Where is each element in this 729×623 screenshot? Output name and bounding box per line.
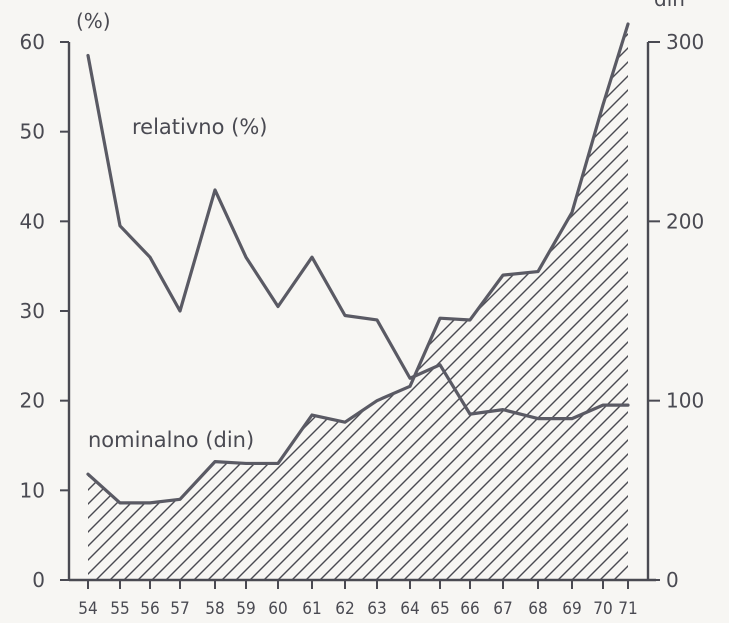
hatch-stroke xyxy=(307,24,628,581)
x-tick-label: 59 xyxy=(236,599,255,619)
hatch-stroke xyxy=(391,24,628,581)
hatch-stroke xyxy=(88,24,537,581)
hatch-stroke xyxy=(630,0,729,620)
hatch-stroke xyxy=(377,24,628,581)
x-tick-label: 65 xyxy=(430,599,449,619)
hatch-stroke xyxy=(419,24,628,581)
right-tick-label: 0 xyxy=(666,568,679,592)
nominal-series-label: nominalno (din) xyxy=(88,428,254,452)
hatch-stroke xyxy=(503,24,628,581)
hatch-stroke xyxy=(405,24,628,581)
hatch-stroke xyxy=(88,24,593,581)
hatch-stroke xyxy=(517,24,628,581)
hatch-stroke xyxy=(88,24,369,581)
hatch-stroke xyxy=(139,24,628,581)
hatch-stroke xyxy=(125,24,628,581)
x-tick-label: 54 xyxy=(78,599,97,619)
left-tick-label: 0 xyxy=(32,568,45,592)
hatch-stroke xyxy=(88,24,397,581)
left-tick-label: 30 xyxy=(20,299,45,323)
right-y-ticks: 0 100 200 300 xyxy=(648,30,704,592)
hatch-stroke xyxy=(489,24,628,581)
hatch-stroke xyxy=(181,24,628,581)
x-tick-label: 62 xyxy=(335,599,354,619)
hatch-stroke xyxy=(223,24,628,581)
hatch-stroke xyxy=(349,24,628,581)
relative-series-label: relativno (%) xyxy=(132,115,267,139)
right-tick-label: 200 xyxy=(666,209,704,233)
hatch-stroke xyxy=(88,24,103,581)
x-tick-label: 64 xyxy=(400,599,419,619)
hatch-stroke xyxy=(672,0,729,620)
hatch-stroke xyxy=(587,24,628,581)
hatch-stroke xyxy=(88,24,509,581)
hatch-stroke xyxy=(251,24,628,581)
x-tick-label: 57 xyxy=(170,599,189,619)
hatch-stroke xyxy=(433,24,628,581)
hatch-stroke xyxy=(335,24,628,581)
x-tick-label: 61 xyxy=(302,599,321,619)
hatch-stroke xyxy=(237,24,628,581)
relative-series-line xyxy=(86,53,630,421)
hatch-stroke xyxy=(265,24,628,581)
hatch-stroke xyxy=(475,24,628,581)
hatch-stroke xyxy=(88,24,313,581)
hatch-stroke xyxy=(559,24,628,581)
hatch-stroke xyxy=(195,24,628,581)
left-tick-label: 20 xyxy=(20,389,45,413)
left-tick-label: 40 xyxy=(20,209,45,233)
hatch-stroke xyxy=(658,0,729,620)
x-tick-label: 68 xyxy=(528,599,547,619)
x-tick-label: 71 xyxy=(618,599,637,619)
hatch-stroke xyxy=(88,24,117,581)
right-tick-label: 100 xyxy=(666,389,704,413)
x-tick-label: 69 xyxy=(562,599,581,619)
x-tick-label: 60 xyxy=(268,599,287,619)
hatch-stroke xyxy=(363,24,628,581)
hatch-stroke xyxy=(447,24,628,581)
hatch-stroke xyxy=(601,24,628,581)
x-tick-label: 70 xyxy=(593,599,612,619)
hatch-stroke xyxy=(209,24,628,581)
left-y-ticks: 0 10 20 30 40 50 60 xyxy=(20,30,69,592)
hatch-stroke xyxy=(153,24,628,581)
x-tick-label: 55 xyxy=(110,599,129,619)
right-axis-unit: din xyxy=(654,0,685,11)
left-axis-unit: (%) xyxy=(76,9,111,33)
hatch-stroke xyxy=(461,24,628,581)
x-ticks: 54 55 56 57 58 59 60 61 62 63 64 65 66 67 68 69 70 71 xyxy=(78,580,638,619)
x-tick-label: 58 xyxy=(205,599,224,619)
hatch-stroke xyxy=(111,24,628,581)
hatch-stroke xyxy=(615,24,628,581)
x-tick-label: 56 xyxy=(140,599,159,619)
hatch-stroke xyxy=(293,24,628,581)
hatch-stroke xyxy=(321,24,628,581)
hatch-stroke xyxy=(279,24,628,581)
hatch-stroke xyxy=(644,0,729,620)
x-tick-label: 66 xyxy=(460,599,479,619)
nominal-series-line xyxy=(86,22,630,505)
left-tick-label: 50 xyxy=(20,120,45,144)
left-tick-label: 60 xyxy=(20,30,45,54)
hatch-stroke xyxy=(545,24,628,581)
x-tick-label: 63 xyxy=(367,599,386,619)
hatch-stroke xyxy=(88,24,565,581)
left-tick-label: 10 xyxy=(20,478,45,502)
x-tick-label: 67 xyxy=(493,599,512,619)
hatch-stroke xyxy=(88,24,481,581)
right-tick-label: 300 xyxy=(666,30,704,54)
hatch-stroke xyxy=(167,24,628,581)
